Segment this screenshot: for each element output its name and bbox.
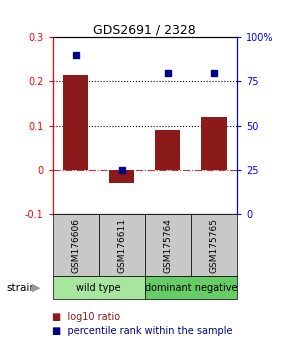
Text: GSM175764: GSM175764 — [163, 218, 172, 273]
Text: ■  percentile rank within the sample: ■ percentile rank within the sample — [52, 326, 233, 336]
Bar — [201, 117, 226, 170]
Text: strain: strain — [6, 282, 36, 293]
Text: dominant negative: dominant negative — [145, 282, 237, 293]
Text: GSM176611: GSM176611 — [117, 218, 126, 273]
Text: wild type: wild type — [76, 282, 121, 293]
Title: GDS2691 / 2328: GDS2691 / 2328 — [93, 23, 196, 36]
Bar — [155, 130, 181, 170]
Text: ▶: ▶ — [32, 282, 40, 293]
Text: GSM176606: GSM176606 — [71, 218, 80, 273]
Bar — [109, 170, 134, 183]
Text: GSM175765: GSM175765 — [209, 218, 218, 273]
Bar — [63, 75, 88, 170]
Text: ■  log10 ratio: ■ log10 ratio — [52, 312, 121, 321]
